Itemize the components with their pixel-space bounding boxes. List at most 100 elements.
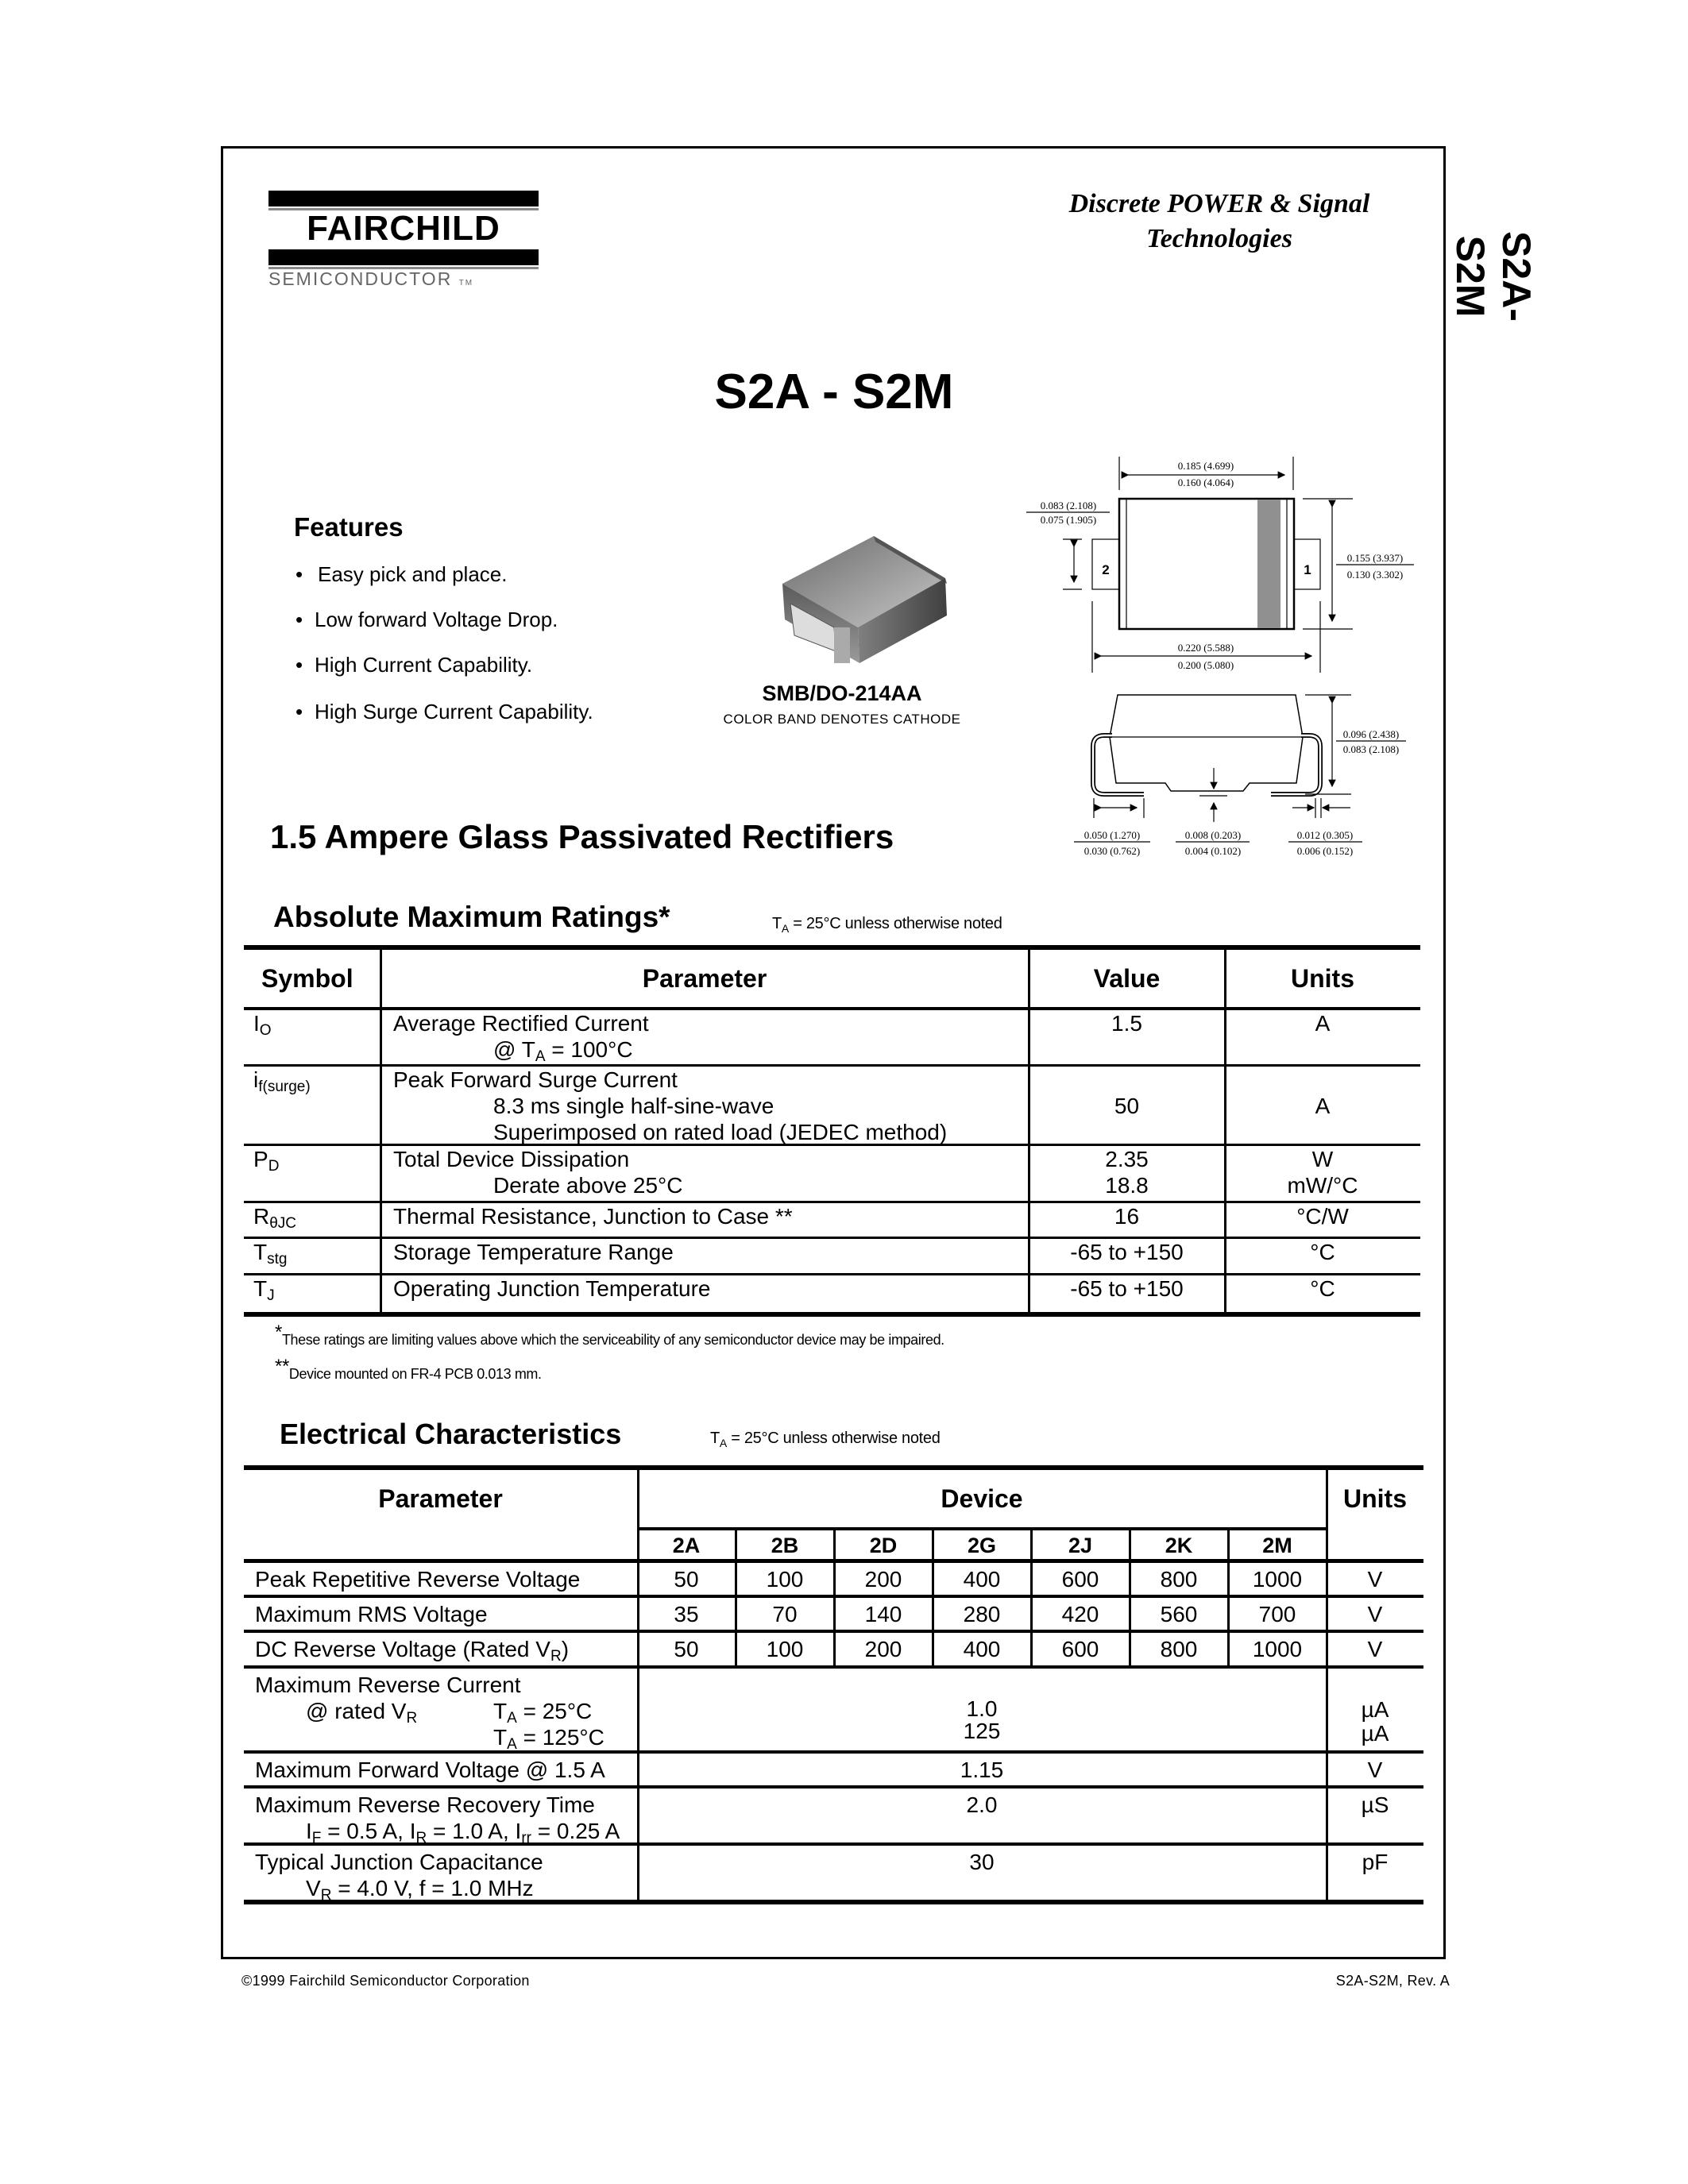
- parameter-line: Superimposed on rated load (JEDEC method…: [393, 1119, 1029, 1145]
- value: 50: [674, 1637, 699, 1661]
- symbol-cell: if(surge): [253, 1067, 380, 1144]
- column-divider: [932, 1530, 934, 1563]
- subscript: O: [259, 1022, 272, 1039]
- text-run: Peak Repetitive Reverse Voltage: [255, 1567, 581, 1592]
- table-rule: [244, 1064, 1420, 1067]
- parameter-line: Peak Repetitive Reverse Voltage: [255, 1566, 636, 1592]
- value: 50: [674, 1567, 699, 1592]
- value: 700: [1258, 1602, 1296, 1626]
- side-part-number: S2A-S2M: [1448, 231, 1539, 322]
- dim-lead-length-min: 0.030 (0.762): [1084, 845, 1140, 857]
- units-line: µS: [1361, 1792, 1389, 1817]
- value-cell: 50: [1029, 1067, 1225, 1144]
- text-run: @ T: [493, 1037, 535, 1062]
- value-cell: 560: [1130, 1598, 1228, 1630]
- column-divider: [1224, 950, 1226, 1312]
- subscript: J: [267, 1287, 275, 1304]
- value-cell: 420: [1031, 1598, 1130, 1630]
- text-run: = 125°C: [516, 1725, 605, 1750]
- dim-body-height-min: 0.130 (3.302): [1347, 569, 1403, 581]
- column-divider: [833, 1633, 836, 1665]
- text-run: R: [253, 1204, 270, 1229]
- symbol: Tstg: [253, 1239, 380, 1268]
- parameter-line: Peak Forward Surge Current: [393, 1067, 1029, 1093]
- units-cell: °C: [1225, 1239, 1420, 1273]
- parameter-line: Storage Temperature Range: [393, 1239, 1029, 1265]
- value-line: 2.0: [966, 1792, 998, 1817]
- units-cell: µA µA: [1327, 1669, 1423, 1750]
- subscript: R: [320, 1887, 332, 1904]
- parameter-cell: Peak Forward Surge Current 8.3 ms single …: [393, 1067, 1029, 1144]
- pin-2-label: 2: [1102, 562, 1109, 577]
- value: 100: [766, 1637, 804, 1661]
- table-rule: [244, 1007, 1420, 1010]
- value-cell: 1000: [1228, 1563, 1327, 1595]
- value: 35: [674, 1602, 699, 1626]
- parameter-line: 8.3 ms single half-sine-wave: [393, 1093, 1029, 1119]
- package-photo: [782, 536, 947, 663]
- column-divider: [932, 1633, 934, 1665]
- text-run: Maximum RMS Voltage: [255, 1602, 488, 1626]
- units-line: µA: [1361, 1721, 1389, 1746]
- table-row: Peak Repetitive Reverse Voltage 50 100 200 4…: [244, 1563, 1423, 1595]
- units-cell: °C/W: [1225, 1203, 1420, 1237]
- revision: S2A-S2M, Rev. A: [1335, 1973, 1450, 1989]
- symbol-cell: RθJC: [253, 1203, 380, 1237]
- subscript: D: [268, 1158, 280, 1175]
- merged-value-cell: 1.0 125: [637, 1669, 1327, 1750]
- dim-standoff-min: 0.004 (0.102): [1185, 845, 1241, 857]
- value-cell: -65 to +150: [1029, 1275, 1225, 1312]
- abs-max-condition-note: TA = 25°C unless otherwise noted: [772, 915, 1002, 935]
- value: 200: [864, 1567, 902, 1592]
- parameter-line: Maximum RMS Voltage: [255, 1601, 636, 1627]
- dim-tab-height-max: 0.083 (2.108): [1041, 500, 1096, 511]
- text-run: Average Rectified Current: [393, 1011, 649, 1036]
- units-cell: µS: [1327, 1788, 1423, 1843]
- pin-1-label: 1: [1304, 562, 1311, 577]
- text-run: = 1.0 A, I: [427, 1819, 522, 1843]
- column-divider: [1030, 1633, 1033, 1665]
- column-divider: [1030, 1598, 1033, 1630]
- column-divider: [637, 1470, 639, 1900]
- merged-value-cell: 2.0: [637, 1788, 1327, 1843]
- symbol: TJ: [253, 1275, 380, 1304]
- value-cell: 35: [637, 1598, 736, 1630]
- column-divider: [1129, 1530, 1131, 1563]
- dim-thickness-max: 0.096 (2.438): [1343, 728, 1399, 740]
- table-row: if(surge) Peak Forward Surge Current 8.3 m…: [244, 1067, 1420, 1144]
- electrical-characteristics-table: Parameter Device Units 2A 2B 2D 2G 2J 2K 2M Peak R…: [244, 1465, 1423, 1904]
- column-divider: [735, 1598, 737, 1630]
- column-divider: [1129, 1563, 1131, 1595]
- subscript: stg: [267, 1251, 288, 1268]
- dim-thickness-min: 0.083 (2.108): [1343, 743, 1399, 755]
- text-run: = 25°C: [516, 1699, 593, 1723]
- value-cell: 50: [637, 1563, 736, 1595]
- column-divider: [380, 950, 382, 1312]
- text-run: DC Reverse Voltage (Rated V: [255, 1637, 550, 1661]
- header-symbol: Symbol: [261, 964, 353, 993]
- column-divider: [1030, 1530, 1033, 1563]
- product-subtitle: 1.5 Ampere Glass Passivated Rectifiers: [270, 818, 894, 855]
- dim-body-height-max: 0.155 (3.937): [1347, 552, 1403, 564]
- value: 70: [772, 1602, 798, 1626]
- dim-overall-width-max: 0.220 (5.588): [1178, 642, 1234, 654]
- table-header-row: Parameter Device Units 2A 2B 2D 2G 2J 2K 2M: [244, 1470, 1423, 1559]
- units-cell: A: [1225, 1067, 1420, 1144]
- header-device: Device: [941, 1484, 1023, 1513]
- header-parameter: Parameter: [642, 964, 767, 993]
- units-line: [1225, 1067, 1420, 1093]
- package-name: SMB/DO-214AA: [762, 681, 922, 705]
- units-line: °C: [1310, 1276, 1335, 1301]
- parameter-cell: DC Reverse Voltage (Rated VR): [255, 1633, 636, 1665]
- parameter-line: VR = 4.0 V, f = 1.0 MHz: [255, 1875, 636, 1904]
- parameter-line: @ TA = 100°C: [393, 1036, 1029, 1064]
- text-run: = 4.0 V, f = 1.0 MHz: [331, 1876, 534, 1900]
- table-row: Tstg Storage Temperature Range -65 to +150…: [244, 1239, 1420, 1273]
- column-divider: [1326, 1470, 1328, 1900]
- value: 800: [1160, 1637, 1198, 1661]
- features-heading: Features: [294, 512, 404, 542]
- column-divider: [1227, 1598, 1230, 1630]
- dim-top-width-max: 0.185 (4.699): [1178, 460, 1234, 472]
- cathode-band: [1257, 500, 1280, 628]
